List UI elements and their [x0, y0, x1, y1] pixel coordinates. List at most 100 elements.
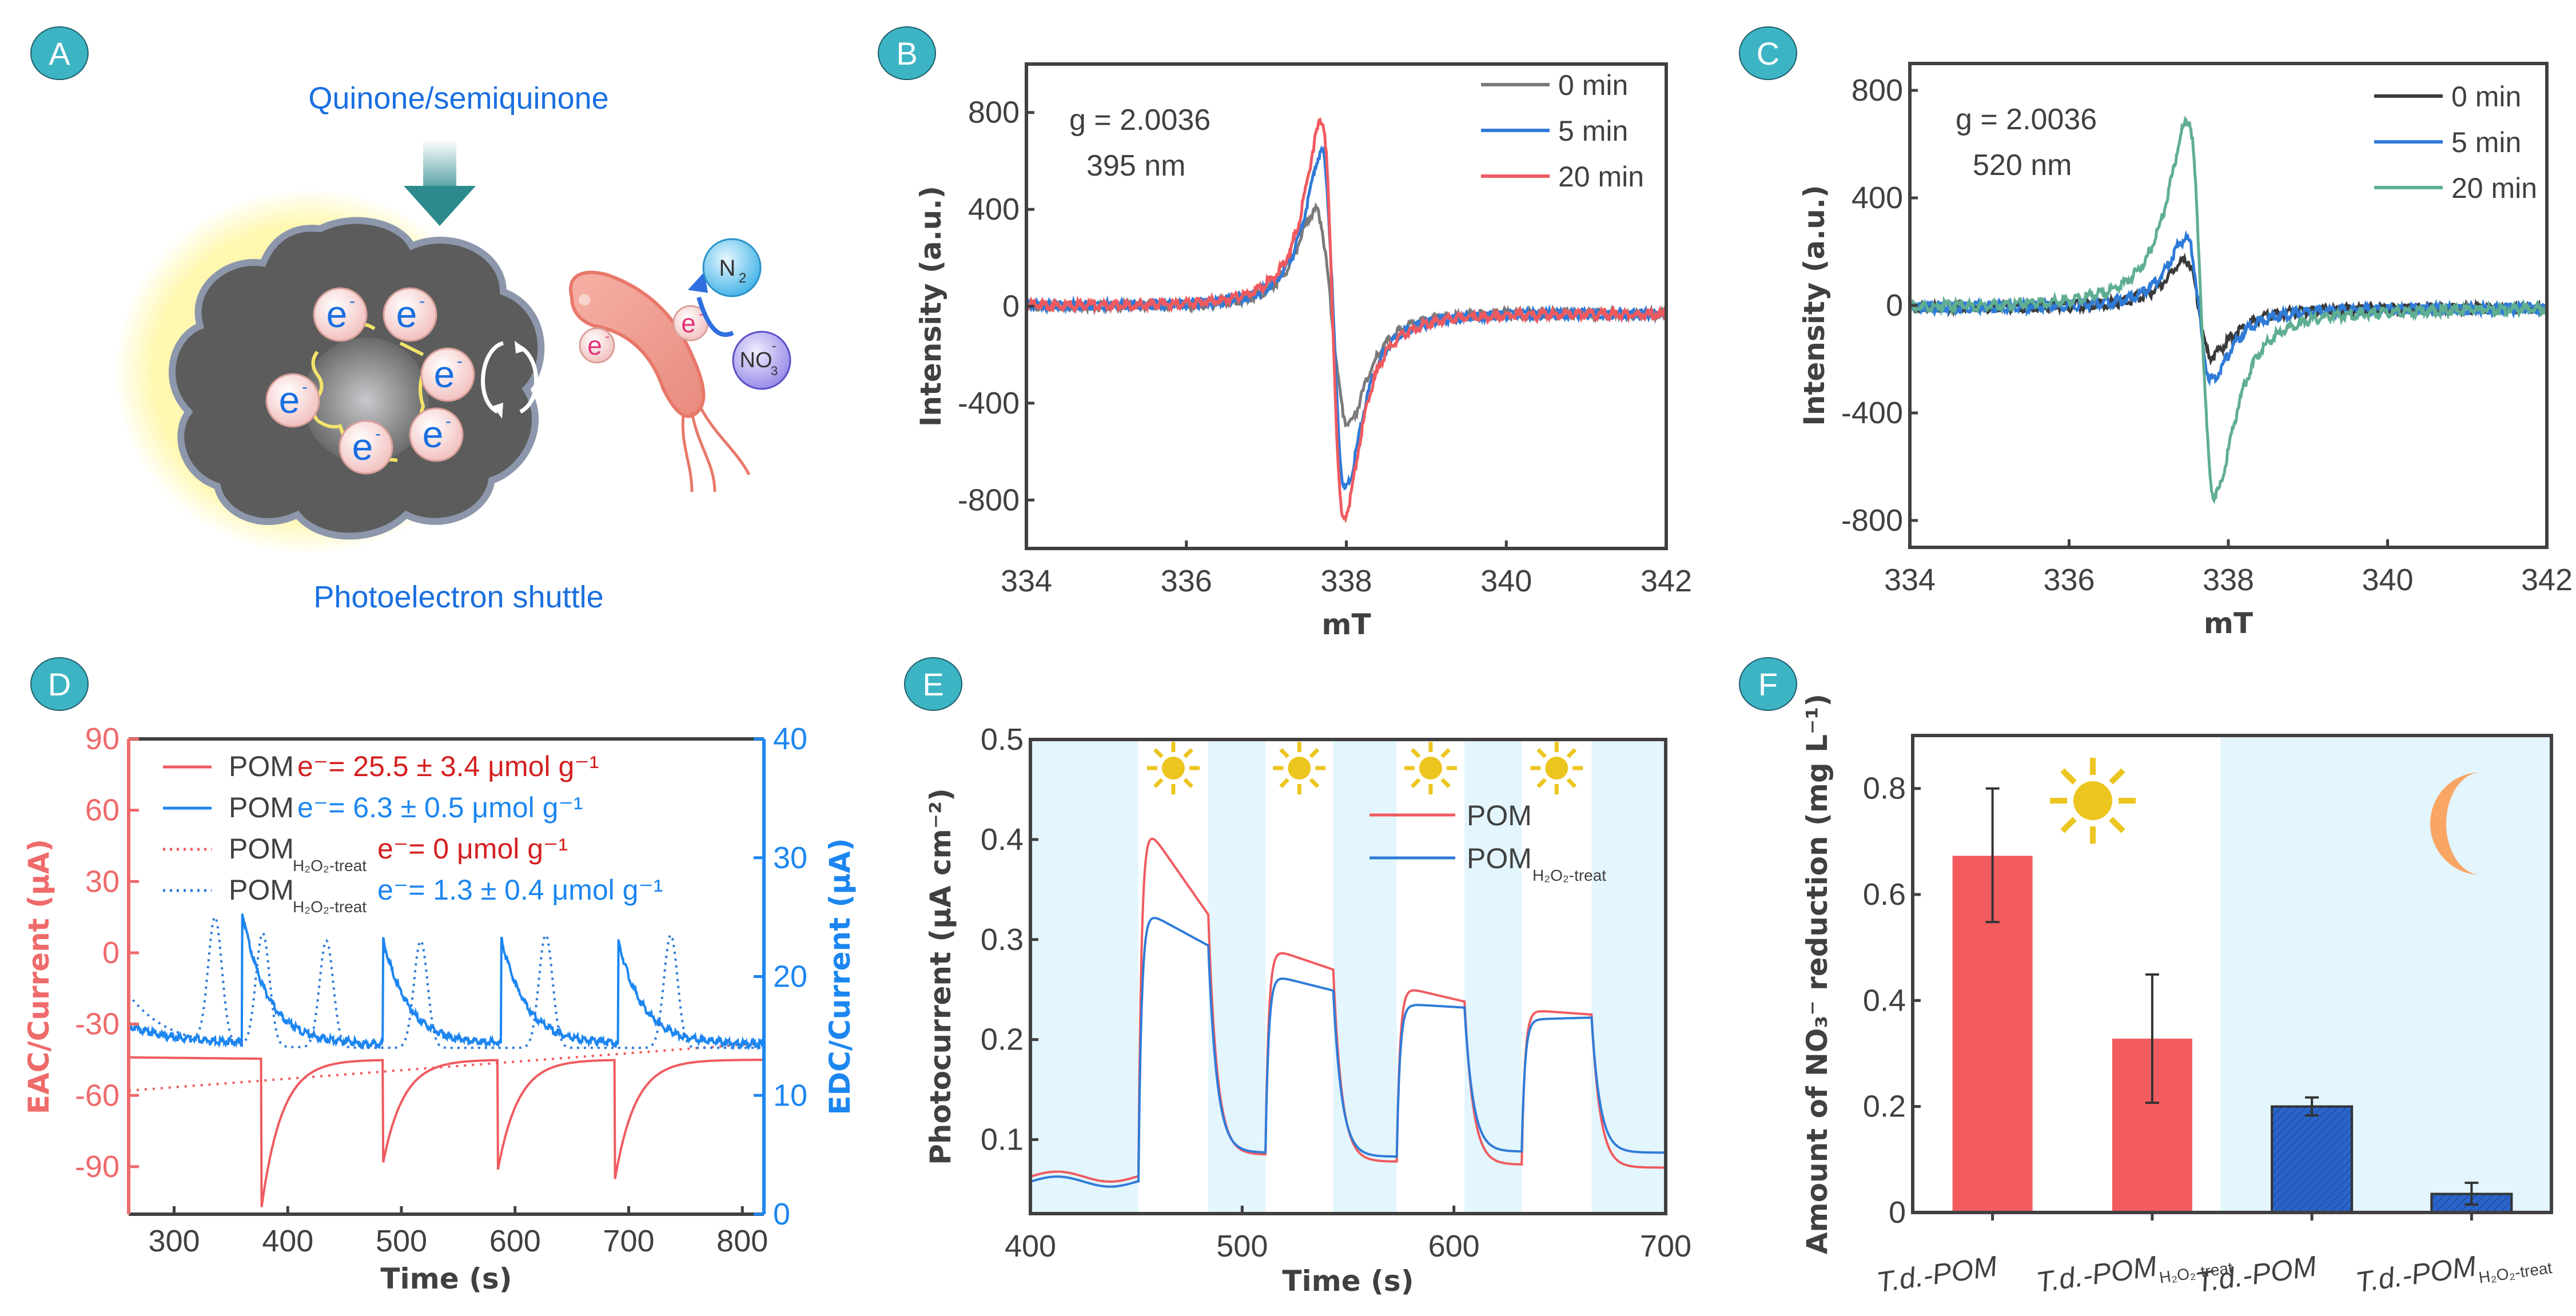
panel-a-diagram: Quinone/semiquinone e - e -e -e -e -e - e -	[114, 81, 791, 614]
y-tick-label-left: 60	[85, 793, 120, 828]
series-line-pom-edc	[128, 913, 765, 1051]
x-tick-label: 600	[1428, 1229, 1480, 1263]
annotation-g-value: g = 2.0036	[1956, 103, 2097, 136]
sun-icon	[1404, 742, 1457, 794]
sun-ray	[1440, 778, 1451, 789]
legend-subscript: H₂O₂-treat	[293, 857, 367, 874]
moon-icon	[2430, 772, 2482, 875]
legend-subscript: H₂O₂-treat	[1532, 866, 1606, 884]
cycle-arrows-icon	[481, 341, 539, 419]
bar-2	[2271, 1105, 2354, 1214]
bacterium-electron-2: e -	[672, 305, 709, 341]
panel-letter-c: C	[1757, 35, 1779, 71]
legend-label: POM	[1467, 842, 1532, 874]
legend-name: POM	[229, 792, 294, 824]
sun-ray	[1309, 778, 1320, 789]
electron-charge: -	[457, 352, 463, 371]
sun-ray	[2060, 817, 2077, 833]
electron-circle	[383, 287, 437, 342]
sun-icon	[2050, 758, 2136, 844]
sun-ray	[1153, 748, 1164, 758]
y-tick-label: 0.3	[981, 923, 1024, 957]
y-axis-title-left: EAC/Current (μA)	[22, 839, 55, 1114]
y-tick-label-left: 0	[102, 936, 120, 970]
y-tick-label: 400	[1852, 181, 1903, 215]
annotation-wavelength: 395 nm	[1086, 149, 1185, 182]
electron-charge: -	[445, 412, 451, 431]
x-tick-label: T.d.-POM	[2354, 1250, 2478, 1298]
sun-ray	[2109, 817, 2125, 833]
electron-circle	[420, 347, 475, 402]
panel-letter-b: B	[896, 35, 917, 71]
legend-name: POM	[229, 833, 294, 865]
annotation-g-value: g = 2.0036	[1069, 104, 1211, 137]
light-period-band	[1138, 739, 1209, 1214]
legend-label: 20 min	[2451, 172, 2537, 204]
y-tick-label: -400	[1841, 396, 1903, 430]
electron-bubble: e-	[409, 407, 464, 462]
y-tick-label-left: -90	[75, 1150, 120, 1184]
x-tick-label: 342	[2521, 563, 2573, 597]
legend-name: POM	[229, 750, 294, 782]
y-tick-label-right: 0	[773, 1197, 790, 1231]
x-tick-label: 342	[1641, 564, 1692, 598]
y-tick-label-right: 10	[773, 1078, 807, 1112]
sun-ray	[1536, 778, 1547, 789]
panel-letter-a: A	[49, 35, 70, 71]
y-tick-label: 0.5	[981, 722, 1024, 757]
sun-ray	[2109, 768, 2125, 785]
light-period-band	[1522, 739, 1592, 1214]
electron-bubble: e-	[265, 373, 320, 428]
sun-disc	[1161, 757, 1185, 780]
chart-c-epr-520nm: 334 336 338 340 342 800 400 0 -400 -800 mT Intensit…	[1798, 62, 2573, 640]
y-tick-label-right: 20	[773, 960, 807, 994]
sun-ray	[1183, 748, 1193, 758]
plot-frame	[1029, 738, 1667, 1215]
series-line-1	[1030, 917, 1666, 1188]
electron-group: e - e -e -e -e -e -	[265, 287, 475, 475]
electron-circle	[339, 420, 393, 475]
x-tick-label: 600	[489, 1224, 541, 1258]
legend-value: e⁻= 6.3 ± 0.5 μmol g⁻¹	[297, 792, 583, 824]
x-tick-label: 400	[262, 1224, 313, 1258]
chart-e-photocurrent: 400 500 600 700 0.5 0.4 0.3 0.2 0.1 Time (s) Photo…	[924, 722, 1691, 1298]
x-tick-label: 334	[1884, 563, 1936, 597]
x-tick-label: 340	[1480, 564, 1532, 598]
svg-text:e: e	[587, 331, 602, 360]
svg-text:NO: NO	[740, 348, 773, 372]
y-tick-label: 0	[1889, 1195, 1906, 1230]
series-line-pom-eac	[129, 1056, 764, 1207]
annotation-wavelength: 520 nm	[1973, 149, 2072, 182]
series-line-pom-h2o2-eac	[128, 1041, 765, 1092]
series-line-20-min	[1908, 116, 2549, 504]
y-tick-label: 0.2	[981, 1023, 1024, 1057]
sun-ray	[1410, 778, 1421, 789]
reaction-arrow-icon	[688, 272, 734, 337]
electron-label: e	[434, 353, 455, 395]
y-tick-label: 800	[1852, 73, 1903, 108]
legend-value: e⁻= 0 μmol g⁻¹	[377, 833, 568, 865]
legend-subscript: H₂O₂-treat	[293, 898, 367, 916]
sun-ray	[1183, 778, 1193, 789]
n2-molecule: N 2	[702, 238, 762, 297]
series-line-pom-h2o2-edc	[128, 915, 764, 1049]
x-tick-label: 338	[1320, 564, 1372, 598]
x-tick-label: 400	[1005, 1229, 1056, 1263]
x-tick-label: 340	[2362, 563, 2413, 597]
panel-letter-e: E	[922, 666, 943, 702]
y-tick-label-right: 30	[773, 841, 807, 875]
svg-text:2: 2	[739, 271, 746, 286]
y-tick-label: 0.1	[981, 1123, 1024, 1157]
x-tick-label: 338	[2203, 563, 2254, 597]
x-tick-label: T.d.-POM	[2034, 1250, 2159, 1298]
y-tick-label: 400	[968, 192, 1020, 226]
x-axis-title: Time (s)	[1282, 1265, 1414, 1298]
x-tick-label: 336	[2043, 563, 2095, 597]
y-tick-label: 0.4	[981, 822, 1024, 857]
sun-icon	[1530, 742, 1583, 794]
y-tick-label: 0	[1886, 288, 1903, 323]
electron-charge: -	[419, 292, 425, 311]
electron-label: e	[423, 413, 444, 455]
x-tick-label: T.d.-POM	[2194, 1250, 2319, 1298]
chart-d-eac-edc: 300 400 500 600 700 8009060300-30-60-90403020…	[22, 722, 857, 1295]
